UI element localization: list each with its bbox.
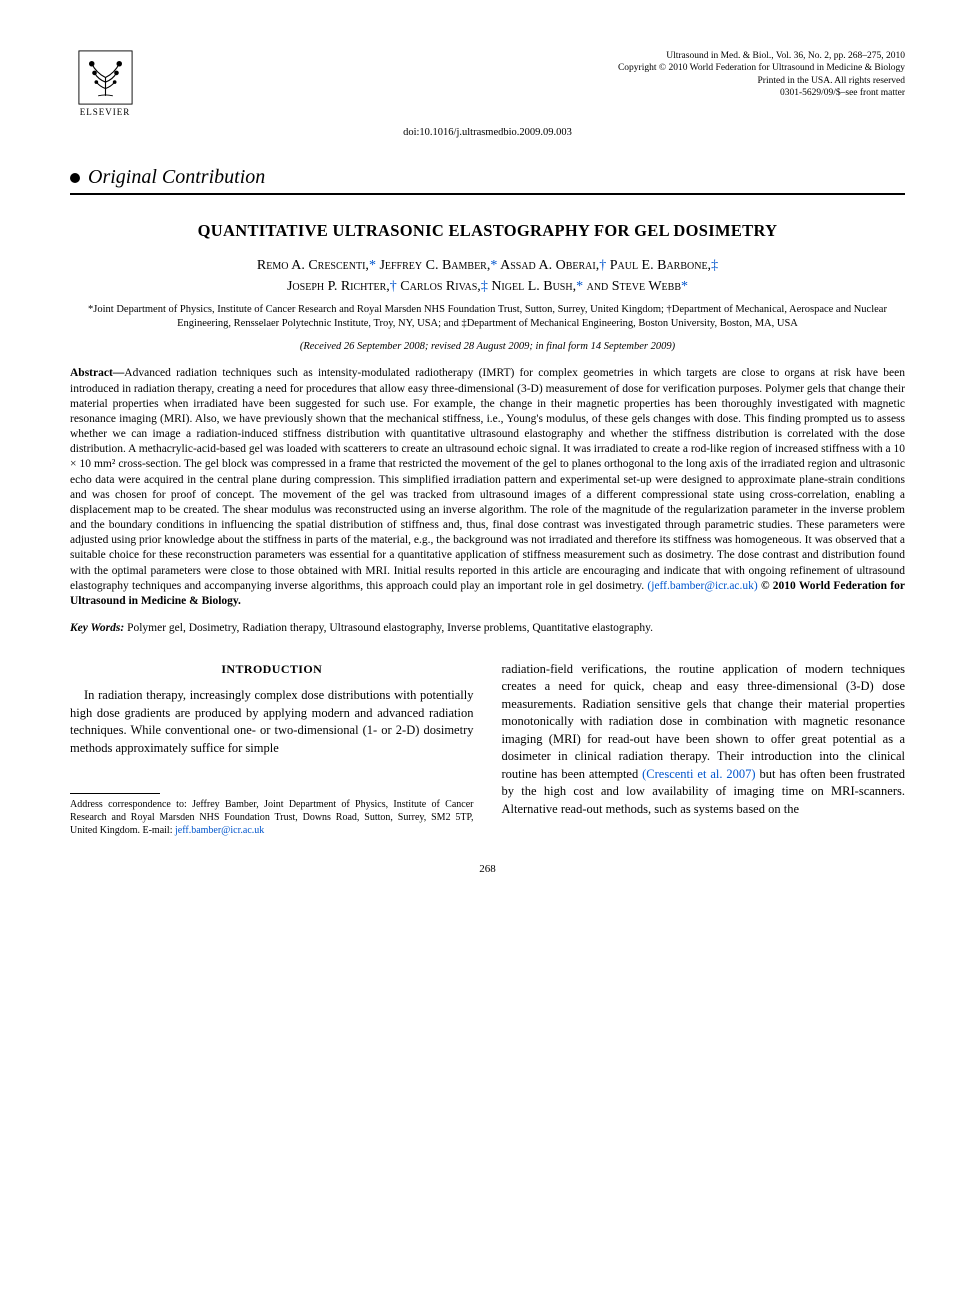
affiliation-link[interactable]: † [390,279,397,294]
keywords-lead: Key Words: [70,622,127,634]
authors-line-1: Remo A. Crescenti,* Jeffrey C. Bamber,* … [257,258,718,273]
article-dates: (Received 26 September 2008; revised 28 … [70,341,905,352]
journal-print-info: Printed in the USA. All rights reserved [618,75,905,87]
affiliation-link[interactable]: ‡ [711,258,718,273]
doi[interactable]: doi:10.1016/j.ultrasmedbio.2009.09.003 [70,127,905,138]
publisher-logo-block: ELSEVIER [70,50,140,117]
left-column: INTRODUCTION In radiation therapy, incre… [70,661,474,838]
page-header: ELSEVIER Ultrasound in Med. & Biol., Vol… [70,50,905,117]
right-column: radiation-field verifications, the routi… [502,661,906,838]
dates-text: (Received 26 September 2008; revised 28 … [300,341,675,352]
elsevier-tree-icon [78,50,133,105]
abstract-body: Advanced radiation techniques such as in… [70,367,905,591]
journal-citation: Ultrasound in Med. & Biol., Vol. 36, No.… [618,50,905,62]
affiliation-link[interactable]: * [490,258,497,273]
footnote-email[interactable]: jeff.bamber@icr.ac.uk [175,825,264,836]
affiliation-link[interactable]: * [369,258,376,273]
affiliation-link[interactable]: † [599,258,606,273]
keywords: Key Words: Polymer gel, Dosimetry, Radia… [70,621,905,637]
journal-issn: 0301-5629/09/$–see front matter [618,87,905,99]
affiliation-link[interactable]: ‡ [481,279,488,294]
affiliation-link[interactable]: * [681,279,688,294]
publisher-name: ELSEVIER [80,107,131,117]
abstract-lead: Abstract— [70,367,124,379]
body-columns: INTRODUCTION In radiation therapy, incre… [70,661,905,838]
section-heading-introduction: INTRODUCTION [70,661,474,678]
page-number: 268 [70,863,905,875]
affiliation-link[interactable]: * [576,279,583,294]
journal-meta: Ultrasound in Med. & Biol., Vol. 36, No.… [618,50,905,99]
abstract-email[interactable]: (jeff.bamber@icr.ac.uk) [647,580,757,592]
bullet-icon [70,173,80,183]
keywords-body: Polymer gel, Dosimetry, Radiation therap… [127,622,653,634]
citation-link[interactable]: (Crescenti et al. 2007) [642,767,755,781]
authors: Remo A. Crescenti,* Jeffrey C. Bamber,* … [70,255,905,297]
intro-paragraph-left: In radiation therapy, increasingly compl… [70,687,474,757]
divider-thick [70,193,905,195]
affiliations: *Joint Department of Physics, Institute … [70,303,905,331]
abstract: Abstract—Advanced radiation techniques s… [70,366,905,609]
footnote-text: Address correspondence to: Jeffrey Bambe… [70,799,474,836]
right-pre: radiation-field verifications, the routi… [502,662,906,781]
journal-copyright: Copyright © 2010 World Federation for Ul… [618,62,905,74]
correspondence-footnote: Address correspondence to: Jeffrey Bambe… [70,798,474,837]
section-marker: Original Contribution [70,166,905,189]
article-title: QUANTITATIVE ULTRASONIC ELASTOGRAPHY FOR… [70,221,905,241]
section-label: Original Contribution [88,166,265,189]
intro-paragraph-right: radiation-field verifications, the routi… [502,661,906,819]
footnote-rule [70,793,160,794]
authors-line-2: Joseph P. Richter,† Carlos Rivas,‡ Nigel… [287,279,688,294]
